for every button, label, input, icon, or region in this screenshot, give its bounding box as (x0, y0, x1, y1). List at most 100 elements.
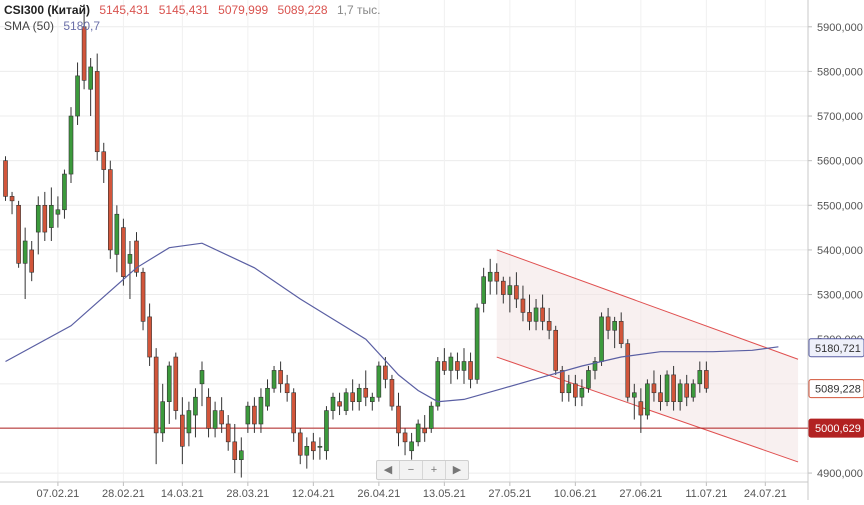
candle (55, 196, 61, 228)
candle (396, 392, 401, 447)
candle (540, 294, 545, 331)
candle (193, 388, 198, 438)
candle (389, 374, 395, 411)
low-value: 5079,999 (218, 3, 269, 17)
candle (553, 325, 559, 375)
candle-body (677, 383, 683, 402)
candle (546, 307, 552, 340)
candle (9, 191, 15, 215)
candle (631, 383, 637, 420)
price-tag-label: 5000,629 (815, 423, 861, 435)
channel-upper-line (496, 249, 799, 360)
sma-label[interactable]: SMA (50) (4, 19, 55, 33)
candle (442, 348, 447, 375)
x-tick-label: 07.02.21 (36, 488, 79, 500)
candle (481, 267, 486, 313)
candle-body (376, 365, 382, 398)
candle-body (455, 361, 460, 371)
sma-value: 5180,7 (63, 19, 101, 33)
candle-body (140, 271, 146, 322)
candle (317, 437, 323, 460)
candle-body (415, 423, 421, 443)
x-tick-label: 10.06.21 (554, 488, 597, 500)
candle (664, 370, 670, 407)
candle (402, 428, 408, 456)
candle (383, 357, 388, 389)
candle-body (690, 383, 696, 398)
price-tag-box (808, 338, 864, 358)
candle (186, 401, 192, 447)
y-tick-label: 5800,000 (817, 66, 863, 78)
candle (343, 388, 349, 416)
candle (474, 303, 480, 384)
candle-body (88, 66, 93, 90)
candle-body (225, 423, 231, 443)
scroll-right-button[interactable]: ▶ (452, 464, 462, 476)
x-tick-label: 28.02.21 (102, 488, 145, 500)
x-tick-label: 27.05.21 (488, 488, 531, 500)
candle-body (546, 321, 552, 331)
candle-body (278, 370, 283, 385)
candle-body (428, 405, 434, 429)
candle (645, 379, 650, 420)
candle-body (389, 379, 395, 407)
y-tick-label: 5500,000 (817, 200, 863, 212)
candle-body (363, 387, 369, 398)
candle-body (186, 410, 192, 434)
candle (671, 365, 676, 411)
close-value: 5089,228 (277, 3, 328, 17)
candle-body (383, 365, 388, 380)
zoom-in-button[interactable]: + (423, 461, 446, 479)
candle (409, 432, 414, 460)
candle-body (271, 370, 277, 389)
candle (258, 388, 264, 433)
candle (81, 4, 87, 90)
candle (625, 339, 631, 402)
candle-body (324, 410, 329, 452)
candle-body (62, 173, 67, 211)
candle (22, 227, 28, 300)
candle (219, 397, 224, 433)
candle (134, 232, 139, 277)
zoom-out-button[interactable]: − (400, 461, 423, 479)
candle (304, 437, 310, 469)
candle (658, 374, 663, 411)
candle-body (3, 160, 8, 197)
candle-body (330, 396, 336, 411)
candle-body (704, 370, 709, 389)
candle (520, 285, 526, 322)
candle-body (592, 361, 598, 371)
candle-body (566, 383, 572, 394)
candle (677, 379, 683, 411)
candle (271, 365, 277, 393)
candle-body (671, 374, 676, 402)
candle-body (507, 285, 513, 295)
candle (527, 294, 532, 331)
candle-body (599, 316, 604, 362)
candle (376, 361, 382, 402)
candle (363, 370, 369, 407)
candle-body (291, 392, 297, 434)
candle (245, 401, 251, 433)
price-tag-box (808, 418, 864, 438)
candle-body (638, 401, 644, 416)
candle-body (396, 405, 401, 434)
candle (173, 352, 179, 420)
candle (468, 352, 473, 389)
candle (533, 299, 539, 331)
candle (369, 392, 375, 411)
candle (487, 258, 493, 295)
candle-body (311, 441, 316, 452)
candle-body (520, 298, 526, 313)
candle-body (343, 392, 349, 411)
candle-body (612, 321, 617, 331)
candle (422, 415, 428, 442)
candle-body (153, 356, 159, 434)
candle-body (317, 445, 323, 448)
scroll-left-button[interactable]: ◀ (377, 461, 400, 479)
candle-body (402, 432, 408, 443)
candle (42, 191, 48, 241)
candle (232, 423, 238, 474)
candle (461, 348, 467, 384)
candle-body (605, 316, 611, 331)
